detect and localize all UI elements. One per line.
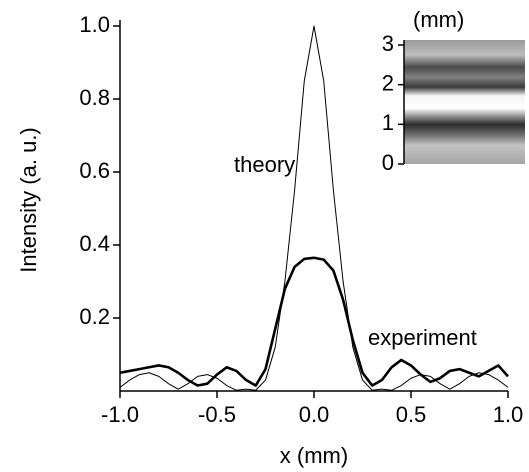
inset-tick-label: 3: [382, 31, 394, 56]
y-tick-label: 1.0: [79, 12, 110, 37]
inset-tick-label: 0: [382, 150, 394, 175]
y-tick-label: 0.4: [79, 231, 110, 256]
inset-label: (mm): [413, 7, 464, 32]
x-tick-label: 0.0: [299, 402, 330, 427]
y-tick-label: 0.2: [79, 304, 110, 329]
inset-tick-label: 1: [382, 110, 394, 135]
inset-image: [404, 40, 525, 164]
y-tick-label: 0.8: [79, 85, 110, 110]
x-axis-label: x (mm): [280, 443, 348, 468]
x-tick-label: -1.0: [101, 402, 139, 427]
annotation: theory: [234, 152, 295, 177]
y-axis-label: Intensity (a. u.): [16, 127, 41, 273]
annotation: experiment: [368, 325, 477, 350]
y-tick-label: 0.6: [79, 158, 110, 183]
x-tick-label: 1.0: [493, 402, 524, 427]
x-tick-label: 0.5: [396, 402, 427, 427]
series-line: [119, 25, 509, 391]
inset-tick-label: 2: [382, 70, 394, 95]
x-tick-label: -0.5: [198, 402, 236, 427]
series-line: [119, 256, 509, 387]
